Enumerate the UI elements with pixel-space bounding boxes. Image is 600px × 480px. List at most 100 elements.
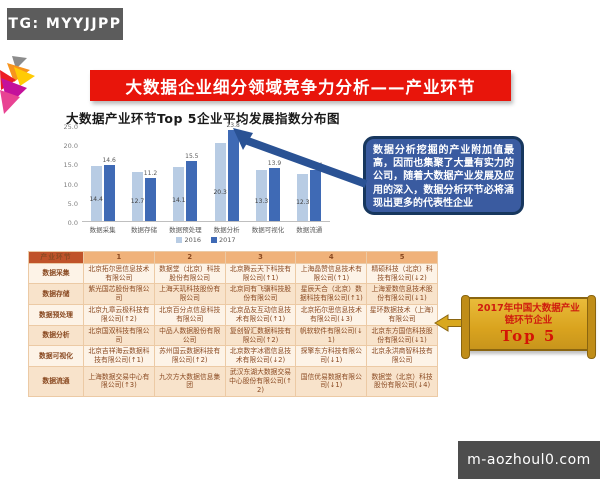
table-row-label: 数据可视化 <box>28 345 84 368</box>
table-rank-header: 3 <box>224 251 297 264</box>
bar-group: 12.3 13.4 <box>290 125 328 221</box>
table-row-label: 数据存储 <box>28 283 84 306</box>
table-cell: 上海数据交易中心有限公司(↑3) <box>83 366 155 397</box>
bar-2016: 14.1 <box>172 166 186 221</box>
legend-label: 2017 <box>219 236 236 244</box>
table-cell: 北京永洪商智科技有限公司 <box>366 345 438 368</box>
y-tick-label: 0.0 <box>67 219 78 227</box>
table-cell: 复创智汇数据科技有限公司(↑2) <box>224 324 297 347</box>
x-tick-label: 数据存储 <box>130 226 157 234</box>
table-cell: 九次方大数据信息集团 <box>153 366 226 397</box>
bar-chart: 25.0 20.0 15.0 10.0 5.0 0.0 14.4 14.6 12.7 11.2 1… <box>58 122 358 248</box>
table-cell: 北京国双科技有限公司 <box>83 324 155 347</box>
table-body: 数据采集 北京拓尔思信息技术有限公司 数据堂（北京）科技股份有限公司 北京腾云天下科技… <box>28 262 438 397</box>
table-corner-header: 产业环节 <box>28 251 84 264</box>
chart-title: 大数据产业环节Top 5企业平均发展指数分布图 <box>66 111 340 126</box>
table-cell: 北京九章云极科技有限公司(↑2) <box>83 304 155 326</box>
table-row: 数据可视化 北京吉祥海云数据科技有限公司(↑1) 苏州国云数据科技有限公司(↑2) 北… <box>28 345 438 368</box>
bar-group: 13.3 13.9 <box>249 125 287 221</box>
table-cell: 星环数据技术（上海）有限公司 <box>366 304 438 326</box>
table-cell: 北京腾云天下科技有限公司(↑1) <box>224 262 297 285</box>
table-cell: 上海天玑科技股份有限公司 <box>153 283 226 306</box>
telegram-badge: TG: MYYJJPP <box>7 8 123 40</box>
table-cell: 国信优易数据有限公司(↓1) <box>295 366 368 397</box>
scroll-banner-line2: 链环节企业 <box>504 314 553 326</box>
x-tick-label: 数据流通 <box>296 226 323 234</box>
table-cell: 北京拓尔思信息技术有限公司 <box>83 262 155 285</box>
bar-value-label: 12.3 <box>296 198 310 206</box>
bar-value-label: 12.7 <box>130 198 145 206</box>
x-tick-label: 数据可视化 <box>251 226 285 234</box>
table-row-label: 数据分析 <box>28 324 84 347</box>
bar-value-label: 23.8 <box>226 121 240 129</box>
bar-group: 14.4 14.6 <box>84 125 122 221</box>
table-cell: 数据堂（北京）科技股份有限公司 <box>153 262 226 285</box>
scroll-banner-top5: Top 5 <box>500 327 557 346</box>
bar-value-label: 20.3 <box>213 189 227 197</box>
legend-swatch-icon <box>211 237 217 243</box>
table-cell: 帆软软件有限公司(↓1) <box>295 324 368 347</box>
bar-value-label: 13.3 <box>254 197 269 205</box>
table-cell: 星辰天合（北京）数据科技有限公司(↑1) <box>295 283 368 306</box>
watermark-badge: m-aozhoul0.com <box>458 441 600 479</box>
plot-area: 14.4 14.6 12.7 11.2 14.1 15.5 20.3 23.8 13.3 13.9… <box>82 122 330 222</box>
bar-2016: 20.3 <box>213 143 227 221</box>
bar-group: 12.7 11.2 <box>125 125 163 221</box>
bar-value-label: 14.4 <box>89 196 103 204</box>
table-row: 数据流通 上海数据交易中心有限公司(↑3) 九次方大数据信息集团 武汉东湖大数据交易中… <box>28 366 438 397</box>
bar-2017: 23.8 <box>226 122 240 221</box>
table-cell: 北京品友互动信息技术有限公司(↑1) <box>224 304 297 326</box>
legend-item: 2016 <box>176 236 201 244</box>
callout-box: 数据分析挖掘的产业附加值最高，因而也集聚了大量有实力的公司，随着大数据产业发展及… <box>363 136 524 215</box>
table-cell: 苏州国云数据科技有限公司(↑2) <box>153 345 226 368</box>
bar-value-label: 15.5 <box>185 153 199 161</box>
bar-2017: 14.6 <box>102 157 116 221</box>
bar-value-label: 14.1 <box>172 196 186 204</box>
pinwheel-logo-icon <box>0 56 35 114</box>
table-cell: 精硕科技（北京）科技有限公司(↓2) <box>366 262 438 285</box>
table-cell: 北京拓尔思信息技术有限公司(↓3) <box>295 304 368 326</box>
bar-value-label: 13.9 <box>267 159 282 167</box>
table-cell: 武汉东湖大数据交易中心股份有限公司(↑2) <box>224 366 297 397</box>
bar-2016: 12.3 <box>296 173 310 221</box>
table-row-label: 数据流通 <box>28 366 84 397</box>
top5-table: 产业环节 1 2 3 4 5 数据采集 北京拓尔思信息技术有限公司 数据堂（北京）科技股份有限… <box>28 251 438 397</box>
table-cell: 数据堂（北京）科技股份有限公司(↓4) <box>366 366 438 397</box>
x-axis-labels: 数据采集 数据存储 数据预处理 数据分析 数据可视化 数据流通 <box>82 224 330 234</box>
table-cell: 北京东方国信科技股份有限公司(↓1) <box>366 324 438 347</box>
bar-2016: 14.4 <box>89 165 103 221</box>
legend-label: 2016 <box>184 236 201 244</box>
bar-group: 14.1 15.5 <box>166 125 204 221</box>
top5-scroll-banner: 2017年中国大数据产业 链环节企业 Top 5 <box>461 295 596 359</box>
bar-2017: 13.9 <box>268 160 281 221</box>
x-tick-label: 数据分析 <box>213 226 240 234</box>
table-cell: 北京吉祥海云数据科技有限公司(↑1) <box>83 345 155 368</box>
bar-2017: 15.5 <box>185 153 198 221</box>
chart-legend: 2016 2017 <box>82 236 330 244</box>
table-cell: 上海晶赞信息技术有限公司(↑1) <box>295 262 368 285</box>
bar-2017: 13.4 <box>309 162 322 221</box>
table-cell: 上海爱数信息技术股份有限公司(↓1) <box>366 283 438 306</box>
table-cell: 中品人数据股份有限公司 <box>153 324 226 347</box>
bar-value-label: 13.4 <box>309 161 323 169</box>
table-rank-header: 2 <box>153 251 226 264</box>
table-rank-header: 4 <box>295 251 368 264</box>
page-title: 大数据企业细分领域竞争力分析——产业环节 <box>90 70 511 101</box>
x-tick-label: 数据采集 <box>89 226 116 234</box>
table-row: 数据存储 紫光国芯股份有限公司 上海天玑科技股份有限公司 北京同有飞骥科技股份有限公司… <box>28 283 438 306</box>
table-row-label: 数据预处理 <box>28 304 84 326</box>
y-tick-label: 10.0 <box>63 180 78 189</box>
table-cell: 北京同有飞骥科技股份有限公司 <box>224 283 297 306</box>
y-tick-label: 25.0 <box>63 123 78 131</box>
bar-2016: 13.3 <box>254 169 269 221</box>
table-row: 数据采集 北京拓尔思信息技术有限公司 数据堂（北京）科技股份有限公司 北京腾云天下科技… <box>28 262 438 285</box>
table-row: 数据预处理 北京九章云极科技有限公司(↑2) 北京百分点信息科技有限公司 北京品友互动… <box>28 304 438 326</box>
bar-group: 20.3 23.8 <box>208 122 246 221</box>
table-cell: 紫光国芯股份有限公司 <box>83 283 155 306</box>
table-row: 数据分析 北京国双科技有限公司 中品人数据股份有限公司 复创智汇数据科技有限公司(↑2… <box>28 324 438 347</box>
table-cell: 探擎东方科技有限公司(↓1) <box>295 345 368 368</box>
legend-item: 2017 <box>211 236 236 244</box>
table-header-row: 产业环节 1 2 3 4 5 <box>28 251 438 264</box>
bar-2017: 11.2 <box>144 170 157 221</box>
